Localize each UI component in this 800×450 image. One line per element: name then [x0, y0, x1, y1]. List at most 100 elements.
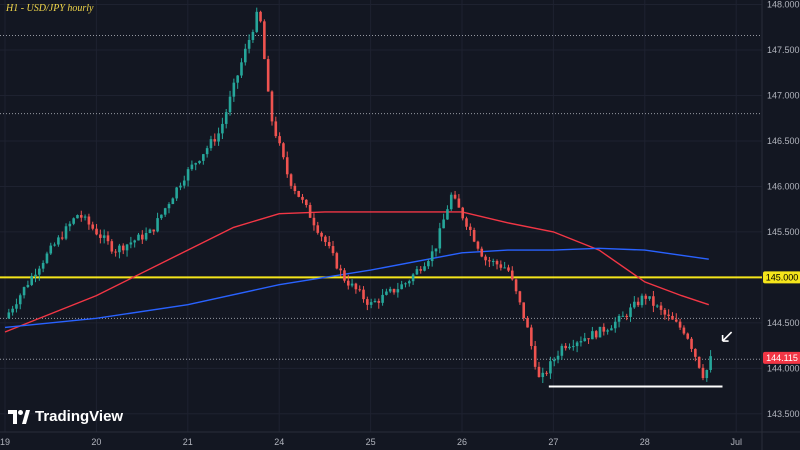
x-tick-label: 25 [366, 437, 376, 447]
candle-body [91, 224, 95, 229]
candle-body [72, 218, 75, 224]
candle-body [499, 264, 503, 268]
candle-body [396, 289, 400, 293]
candle-body [709, 356, 712, 370]
candle-body [221, 123, 224, 134]
candle-body [205, 148, 209, 155]
candle-body [530, 327, 533, 347]
candle-body [434, 248, 438, 252]
candle-body [198, 160, 201, 164]
candle-body [568, 346, 571, 349]
candle-body [335, 253, 339, 269]
price-tag-label: 145.000 [766, 272, 799, 282]
candle-body [160, 214, 163, 219]
candle-body [705, 369, 709, 379]
candle-body [156, 218, 159, 232]
candle-body [38, 268, 41, 275]
candle-body [354, 283, 358, 290]
candle-body [633, 301, 636, 308]
y-tick-label: 147.500 [767, 45, 800, 55]
candle-body [316, 225, 320, 233]
candle-body [457, 198, 461, 208]
candle-body [438, 228, 442, 249]
candle-body [26, 284, 30, 288]
candle-body [522, 302, 526, 319]
candle-body [579, 341, 583, 343]
x-tick-label: 26 [457, 437, 467, 447]
candle-body [79, 215, 83, 218]
candle-body [572, 346, 575, 348]
candle-body [495, 260, 499, 265]
candle-body [385, 291, 388, 295]
candle-body [57, 237, 60, 245]
candle-body [64, 226, 68, 239]
candle-body [7, 312, 11, 319]
candle-body [423, 266, 426, 271]
candle-body [11, 308, 14, 313]
candle-body [503, 267, 506, 269]
candle-body [671, 315, 674, 320]
candle-body [118, 245, 121, 253]
candle-body [381, 294, 384, 303]
candle-body [255, 11, 259, 32]
x-tick-label: 27 [548, 437, 558, 447]
candle-body [594, 331, 598, 338]
candle-body [293, 185, 297, 191]
time-axis[interactable]: 19 20 21 24 25 26 27 28 Jul [0, 437, 742, 447]
candle-body [404, 283, 407, 285]
price-tag-bg [763, 351, 800, 364]
x-tick-label: 19 [0, 437, 10, 447]
candle-body [552, 359, 556, 362]
candle-body [270, 91, 274, 122]
candle-body [541, 372, 545, 378]
arrow-head [721, 335, 729, 342]
candle-body [213, 139, 217, 142]
candle-body [388, 288, 392, 292]
candle-body [510, 270, 514, 280]
arrow-shaft [722, 331, 733, 342]
candle-body [125, 244, 129, 251]
tradingview-logo: TradingView [8, 408, 123, 425]
candle-body [76, 215, 79, 219]
candle-body [587, 338, 590, 340]
candle-body [49, 245, 53, 254]
candle-body [167, 204, 171, 209]
candle-body [182, 180, 186, 186]
candle-body [320, 232, 323, 237]
candle-body [652, 296, 655, 306]
candle-body [15, 304, 18, 309]
candle-body [148, 229, 152, 234]
candle-body [674, 319, 678, 322]
candle-body [87, 216, 91, 225]
candle-body [331, 246, 335, 254]
candle-body [617, 315, 621, 322]
candle-body [324, 236, 327, 243]
candle-body [121, 245, 125, 251]
candle-body [663, 309, 667, 315]
candle-body [289, 174, 293, 186]
candle-body [129, 242, 133, 245]
candle-body [312, 217, 316, 226]
candle-body [701, 367, 705, 379]
candle-body [83, 216, 87, 218]
candle-body [545, 372, 548, 374]
candle-body [449, 194, 453, 210]
x-tick-label: 20 [91, 437, 101, 447]
price-tag-bg [763, 271, 800, 284]
ma-line-ma100 [4, 211, 710, 333]
candle-body [34, 274, 37, 277]
candle-body [564, 345, 567, 349]
candle-body [53, 244, 56, 246]
candle-body [583, 338, 587, 342]
candle-body [640, 295, 644, 306]
candle-body [358, 289, 362, 291]
arrow-annotation [721, 331, 733, 342]
candle-body [655, 305, 659, 307]
candle-body [537, 366, 541, 378]
candle-body [22, 287, 26, 296]
candle-body [518, 291, 522, 303]
x-tick-label: 24 [274, 437, 284, 447]
candle-body [507, 267, 510, 271]
